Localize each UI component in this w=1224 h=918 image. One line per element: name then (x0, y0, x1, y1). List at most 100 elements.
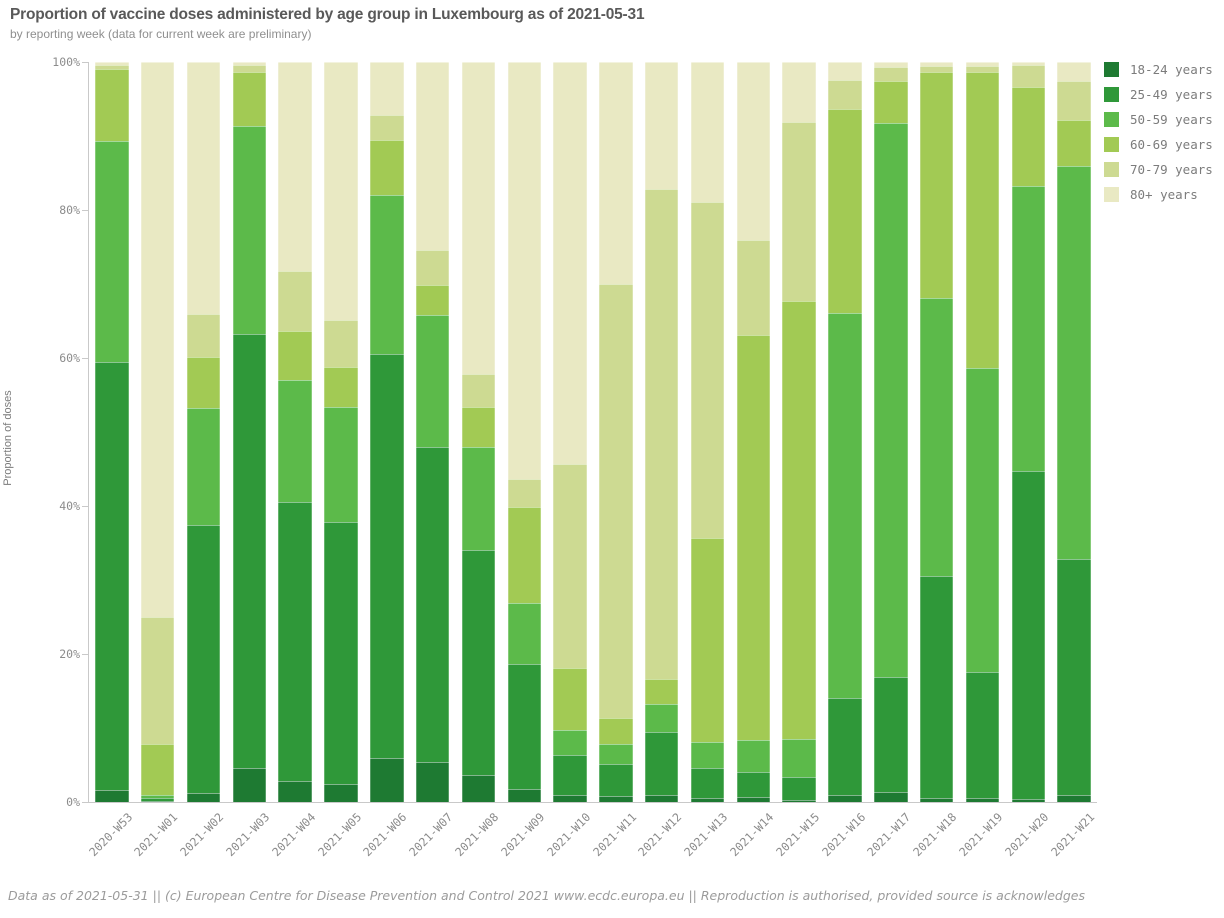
bar-segment[interactable] (828, 109, 862, 313)
bar-segment[interactable] (95, 69, 129, 142)
bar-segment[interactable] (232, 126, 267, 334)
bar-segment[interactable] (95, 790, 129, 802)
bar-segment[interactable] (828, 794, 862, 802)
bar-segment[interactable] (232, 62, 267, 65)
bar-segment[interactable] (690, 767, 725, 799)
legend-item-60-69-years[interactable]: 60-69 years (1104, 137, 1213, 152)
bar-2021-W15[interactable] (782, 62, 816, 802)
bar-segment[interactable] (919, 71, 954, 299)
bar-segment[interactable] (919, 798, 954, 802)
bar-segment[interactable] (186, 357, 221, 409)
bar-segment[interactable] (644, 188, 679, 680)
bar-segment[interactable] (553, 463, 587, 669)
legend-item-25-49-years[interactable]: 25-49 years (1104, 87, 1213, 102)
bar-segment[interactable] (1057, 166, 1091, 560)
bar-segment[interactable] (232, 71, 267, 127)
bar-2021-W20[interactable] (1011, 62, 1046, 802)
bar-segment[interactable] (95, 62, 129, 65)
bar-2021-W09[interactable] (507, 62, 542, 802)
bar-segment[interactable] (965, 62, 1000, 66)
bar-segment[interactable] (324, 62, 358, 321)
bar-segment[interactable] (919, 62, 954, 67)
bar-segment[interactable] (507, 506, 542, 603)
bar-segment[interactable] (874, 123, 908, 677)
legend-item-50-59-years[interactable]: 50-59 years (1104, 112, 1213, 127)
bar-segment[interactable] (736, 739, 771, 772)
bar-segment[interactable] (232, 65, 267, 72)
bar-segment[interactable] (919, 298, 954, 577)
bar-segment[interactable] (140, 62, 175, 618)
bar-segment[interactable] (553, 754, 587, 795)
bar-segment[interactable] (140, 794, 175, 799)
bar-segment[interactable] (1057, 81, 1091, 120)
bar-segment[interactable] (736, 62, 771, 240)
bar-segment[interactable] (415, 284, 450, 316)
bar-segment[interactable] (599, 743, 633, 764)
bar-segment[interactable] (919, 66, 954, 72)
bar-segment[interactable] (186, 525, 221, 794)
bar-segment[interactable] (461, 446, 496, 550)
bar-segment[interactable] (415, 315, 450, 447)
bar-segment[interactable] (690, 798, 725, 802)
bar-segment[interactable] (278, 502, 312, 781)
bar-segment[interactable] (324, 320, 358, 367)
bar-segment[interactable] (736, 239, 771, 336)
bar-segment[interactable] (599, 62, 633, 285)
bar-segment[interactable] (874, 80, 908, 124)
bar-segment[interactable] (736, 335, 771, 740)
bar-segment[interactable] (461, 406, 496, 447)
bar-segment[interactable] (140, 617, 175, 744)
legend-item-18-24-years[interactable]: 18-24 years (1104, 62, 1213, 77)
bar-segment[interactable] (553, 730, 587, 755)
bar-segment[interactable] (507, 789, 542, 802)
bar-segment[interactable] (874, 62, 908, 68)
bar-segment[interactable] (644, 62, 679, 189)
bar-segment[interactable] (828, 79, 862, 110)
bar-segment[interactable] (782, 62, 816, 122)
bar-2021-W02[interactable] (186, 62, 221, 802)
bar-segment[interactable] (1057, 62, 1091, 82)
bar-segment[interactable] (1057, 559, 1091, 795)
bar-2021-W10[interactable] (553, 62, 587, 802)
bar-segment[interactable] (690, 62, 725, 202)
bar-segment[interactable] (965, 72, 1000, 369)
bar-segment[interactable] (278, 62, 312, 271)
bar-segment[interactable] (736, 796, 771, 802)
bar-2021-W12[interactable] (644, 62, 679, 802)
bar-segment[interactable] (1011, 799, 1046, 802)
bar-segment[interactable] (1011, 87, 1046, 187)
bar-segment[interactable] (95, 141, 129, 362)
legend-item-70-79-years[interactable]: 70-79 years (1104, 162, 1213, 177)
bar-2021-W14[interactable] (736, 62, 771, 802)
bar-segment[interactable] (415, 62, 450, 250)
bar-segment[interactable] (461, 62, 496, 374)
bar-2021-W21[interactable] (1057, 62, 1091, 802)
legend-item-80+-years[interactable]: 80+ years (1104, 187, 1213, 202)
bar-2021-W04[interactable] (278, 62, 312, 802)
bar-segment[interactable] (95, 65, 129, 70)
bar-2020-W53[interactable] (95, 62, 129, 802)
bar-segment[interactable] (186, 62, 221, 314)
bar-2021-W06[interactable] (370, 62, 404, 802)
bar-segment[interactable] (965, 368, 1000, 672)
bar-segment[interactable] (782, 301, 816, 740)
bar-segment[interactable] (1011, 471, 1046, 800)
bar-segment[interactable] (232, 767, 267, 802)
bar-segment[interactable] (95, 361, 129, 791)
bar-segment[interactable] (874, 791, 908, 802)
bar-segment[interactable] (278, 270, 312, 331)
bar-2021-W17[interactable] (874, 62, 908, 802)
bar-segment[interactable] (599, 718, 633, 744)
bar-segment[interactable] (644, 731, 679, 795)
bar-segment[interactable] (370, 353, 404, 758)
bar-segment[interactable] (186, 793, 221, 802)
bar-2021-W03[interactable] (232, 62, 267, 802)
bar-segment[interactable] (782, 739, 816, 777)
bar-segment[interactable] (919, 576, 954, 799)
bar-segment[interactable] (507, 663, 542, 790)
bar-segment[interactable] (186, 313, 221, 358)
bar-2021-W19[interactable] (965, 62, 1000, 802)
bar-segment[interactable] (644, 703, 679, 732)
bar-segment[interactable] (324, 406, 358, 523)
bar-segment[interactable] (553, 794, 587, 802)
